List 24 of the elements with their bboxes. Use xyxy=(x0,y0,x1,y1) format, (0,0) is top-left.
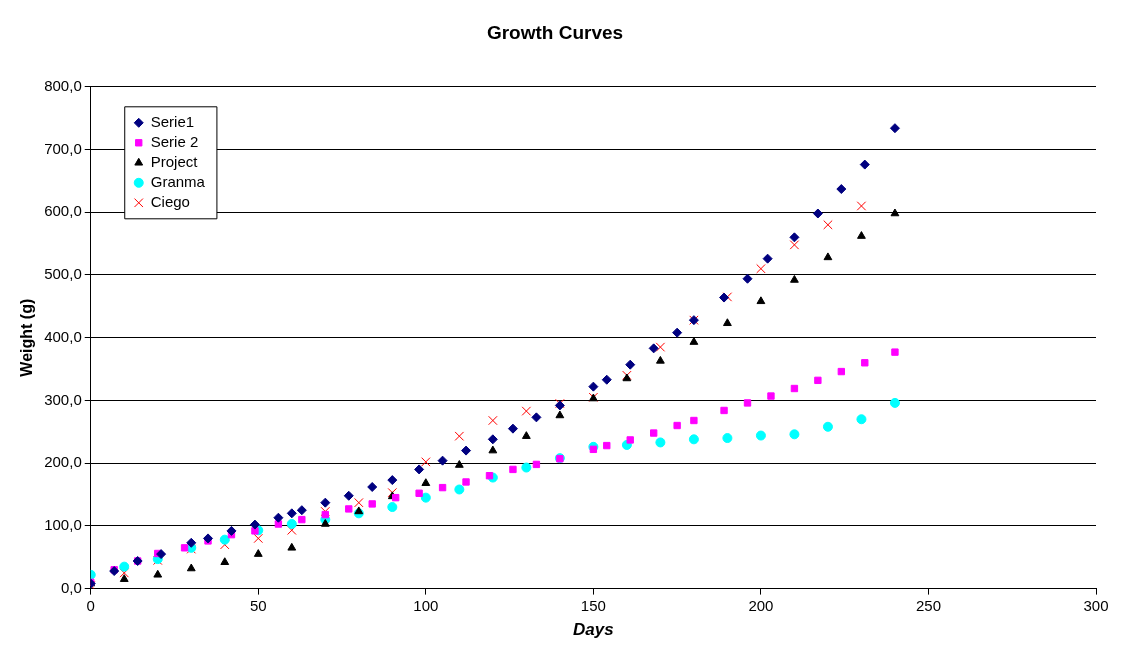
legend-label: Project xyxy=(150,152,199,170)
y-tick-label: 600,0 xyxy=(44,202,82,220)
x-tick-label: 150 xyxy=(580,596,606,614)
y-axis-title: Weight (g) xyxy=(18,298,36,377)
legend-label: Serie1 xyxy=(150,112,195,130)
chart-title: Growth Curves xyxy=(486,21,624,43)
y-tick-label: 200,0 xyxy=(44,453,82,471)
y-tick-label: 500,0 xyxy=(44,265,82,283)
legend-label: Ciego xyxy=(150,192,190,210)
y-tick-label: 300,0 xyxy=(44,390,82,408)
y-tick-label: 400,0 xyxy=(44,327,82,345)
x-tick-label: 50 xyxy=(249,596,267,614)
legend-label: Serie 2 xyxy=(150,132,199,150)
x-tick-label: 300 xyxy=(1083,596,1109,614)
y-tick-label: 700,0 xyxy=(44,139,82,157)
legend-label: Granma xyxy=(150,172,206,190)
x-tick-label: 100 xyxy=(413,596,439,614)
x-tick-label: 0 xyxy=(86,596,95,614)
x-tick-label: 200 xyxy=(748,596,774,614)
x-axis-title: Days xyxy=(573,620,614,640)
y-tick-label: 800,0 xyxy=(44,76,82,94)
y-tick-label: 100,0 xyxy=(44,516,82,534)
y-tick-label: 0,0 xyxy=(60,578,82,596)
x-tick-label: 250 xyxy=(915,596,941,614)
